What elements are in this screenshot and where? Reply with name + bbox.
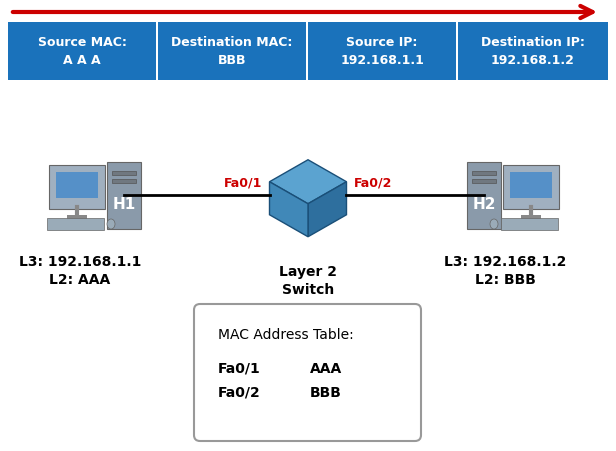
FancyBboxPatch shape <box>472 179 496 183</box>
Polygon shape <box>308 182 346 237</box>
Text: L3: 192.168.1.2: L3: 192.168.1.2 <box>444 255 566 269</box>
Text: Destination IP:
192.168.1.2: Destination IP: 192.168.1.2 <box>481 36 585 66</box>
FancyBboxPatch shape <box>112 179 136 183</box>
FancyBboxPatch shape <box>56 172 98 198</box>
Text: AAA: AAA <box>310 362 342 376</box>
Text: Fa0/2: Fa0/2 <box>218 386 261 400</box>
Ellipse shape <box>107 219 115 229</box>
FancyBboxPatch shape <box>521 215 541 219</box>
FancyBboxPatch shape <box>47 218 104 230</box>
Text: Fa0/1: Fa0/1 <box>218 362 261 376</box>
FancyBboxPatch shape <box>472 170 496 175</box>
Text: Layer 2: Layer 2 <box>279 265 337 279</box>
FancyBboxPatch shape <box>308 22 456 80</box>
Text: Fa0/2: Fa0/2 <box>354 176 392 189</box>
Text: L3: 192.168.1.1: L3: 192.168.1.1 <box>19 255 141 269</box>
FancyBboxPatch shape <box>112 170 136 175</box>
Text: L2: AAA: L2: AAA <box>49 273 111 287</box>
Text: BBB: BBB <box>310 386 342 400</box>
FancyBboxPatch shape <box>510 172 552 198</box>
FancyBboxPatch shape <box>458 22 608 80</box>
Polygon shape <box>270 160 346 204</box>
FancyBboxPatch shape <box>8 22 156 80</box>
FancyBboxPatch shape <box>467 161 501 229</box>
Text: Destination MAC:
BBB: Destination MAC: BBB <box>171 36 293 66</box>
Text: MAC Address Table:: MAC Address Table: <box>218 328 354 342</box>
Text: Switch: Switch <box>282 283 334 297</box>
FancyBboxPatch shape <box>107 161 141 229</box>
FancyBboxPatch shape <box>67 215 87 219</box>
Text: H2: H2 <box>472 197 496 212</box>
FancyBboxPatch shape <box>503 165 559 209</box>
Text: H1: H1 <box>112 197 136 212</box>
FancyBboxPatch shape <box>158 22 306 80</box>
Text: Source IP:
192.168.1.1: Source IP: 192.168.1.1 <box>340 36 424 66</box>
FancyBboxPatch shape <box>501 218 558 230</box>
Text: Source MAC:
A A A: Source MAC: A A A <box>38 36 126 66</box>
FancyBboxPatch shape <box>194 304 421 441</box>
Polygon shape <box>270 182 308 237</box>
FancyBboxPatch shape <box>49 165 105 209</box>
Ellipse shape <box>490 219 498 229</box>
Text: L2: BBB: L2: BBB <box>474 273 535 287</box>
Text: Fa0/1: Fa0/1 <box>224 176 262 189</box>
